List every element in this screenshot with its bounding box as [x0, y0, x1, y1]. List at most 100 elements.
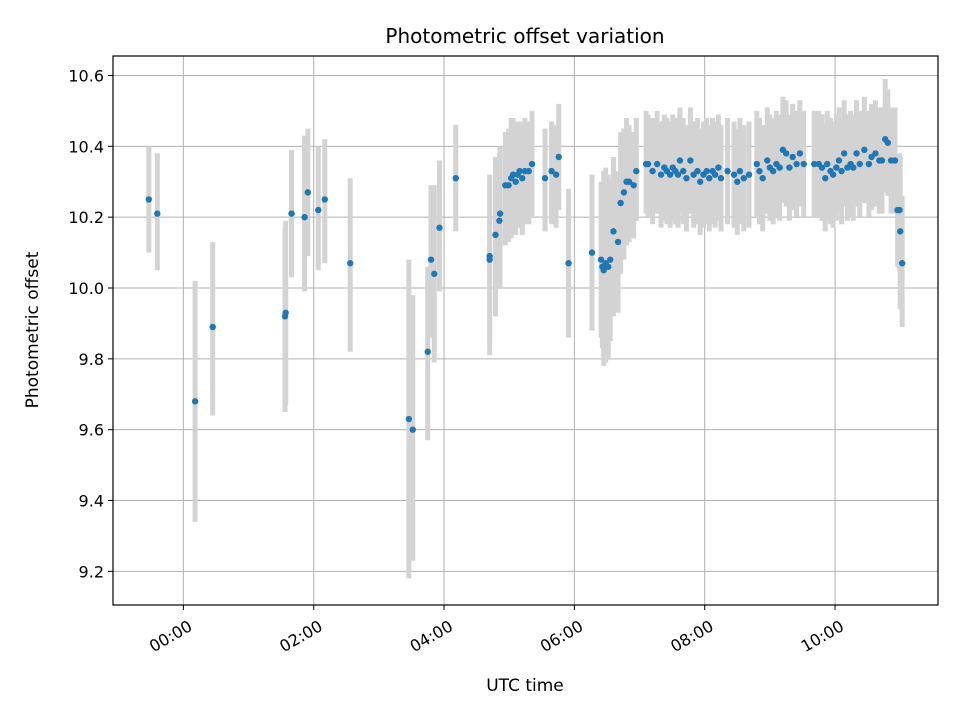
y-tick-label: 10.6: [68, 66, 104, 85]
y-tick-label: 9.4: [79, 492, 104, 511]
data-point: [525, 167, 532, 175]
data-point: [850, 164, 857, 171]
y-tick-label: 10.0: [68, 279, 104, 298]
data-point: [315, 206, 322, 214]
y-tick-label: 10.2: [68, 208, 104, 227]
data-point: [281, 313, 289, 320]
data-point: [552, 171, 560, 178]
data-point: [588, 249, 596, 256]
data-point: [424, 348, 431, 355]
y-tick-label: 9.6: [79, 421, 104, 440]
data-point: [548, 167, 555, 175]
data-point: [597, 256, 605, 263]
data-point: [528, 160, 536, 168]
data-point: [896, 206, 903, 214]
data-point: [897, 228, 904, 235]
data-point: [884, 139, 892, 146]
data-points: [145, 136, 906, 433]
data-point: [786, 164, 793, 171]
data-point: [680, 167, 687, 175]
data-point: [840, 150, 848, 157]
data-point: [711, 171, 719, 178]
data-point: [516, 167, 523, 175]
data-point: [427, 256, 435, 263]
data-point: [759, 174, 766, 182]
data-point: [614, 238, 622, 246]
data-point: [486, 256, 493, 263]
data-point: [405, 415, 413, 423]
data-point: [782, 150, 790, 157]
data-point: [409, 426, 416, 433]
data-point: [872, 150, 879, 157]
data-point: [605, 263, 612, 270]
data-point: [145, 196, 153, 203]
data-point: [835, 157, 843, 164]
data-point: [715, 164, 722, 171]
y-tick-label: 9.2: [79, 562, 104, 581]
data-point: [793, 160, 800, 168]
data-point: [818, 164, 826, 171]
data-point: [154, 210, 161, 217]
data-point: [630, 182, 637, 189]
data-point: [796, 150, 804, 157]
data-point: [764, 157, 771, 164]
data-point: [509, 171, 517, 178]
y-tick-label: 9.8: [79, 350, 104, 369]
data-point: [666, 171, 674, 178]
data-point: [676, 157, 684, 164]
data-point: [496, 217, 503, 224]
data-point: [694, 167, 701, 175]
data-point: [436, 224, 443, 231]
data-point: [565, 260, 572, 267]
data-point: [555, 153, 562, 161]
data-point: [865, 160, 873, 168]
data-point: [717, 174, 725, 182]
data-point: [452, 174, 459, 182]
data-point: [822, 174, 829, 182]
data-point: [753, 160, 761, 168]
chart-title: Photometric offset variation: [385, 24, 664, 48]
data-point: [512, 178, 519, 185]
data-point: [653, 160, 661, 168]
data-point: [209, 323, 216, 331]
data-point: [756, 167, 763, 175]
data-point: [730, 171, 738, 178]
y-axis-title: Photometric offset: [23, 251, 43, 408]
data-point: [519, 174, 526, 182]
data-point: [789, 153, 796, 161]
data-point: [824, 160, 831, 168]
data-point: [706, 174, 713, 182]
data-point: [505, 182, 512, 189]
data-point: [496, 210, 504, 217]
data-point: [776, 164, 783, 171]
data-point: [620, 189, 628, 196]
data-point: [703, 167, 710, 175]
y-tick-label: 10.4: [68, 137, 104, 156]
plot-area-frame: [112, 55, 939, 606]
data-point: [625, 178, 633, 185]
data-point: [304, 189, 312, 196]
data-point: [600, 267, 607, 274]
data-point: [740, 174, 748, 182]
data-point: [541, 174, 549, 182]
data-point: [633, 167, 640, 175]
data-point: [649, 167, 656, 175]
data-point: [745, 171, 753, 178]
data-point: [644, 160, 652, 168]
data-point: [810, 160, 818, 168]
data-point: [878, 157, 886, 164]
data-point: [674, 171, 682, 178]
data-point: [829, 171, 837, 178]
data-point: [724, 167, 731, 175]
data-point: [610, 228, 617, 235]
data-point: [617, 199, 624, 207]
data-point: [191, 398, 199, 405]
data-point: [861, 146, 868, 154]
data-point: [288, 210, 295, 217]
data-point: [853, 150, 860, 157]
data-point: [838, 167, 845, 175]
data-point: [736, 167, 744, 175]
data-point: [431, 270, 438, 278]
